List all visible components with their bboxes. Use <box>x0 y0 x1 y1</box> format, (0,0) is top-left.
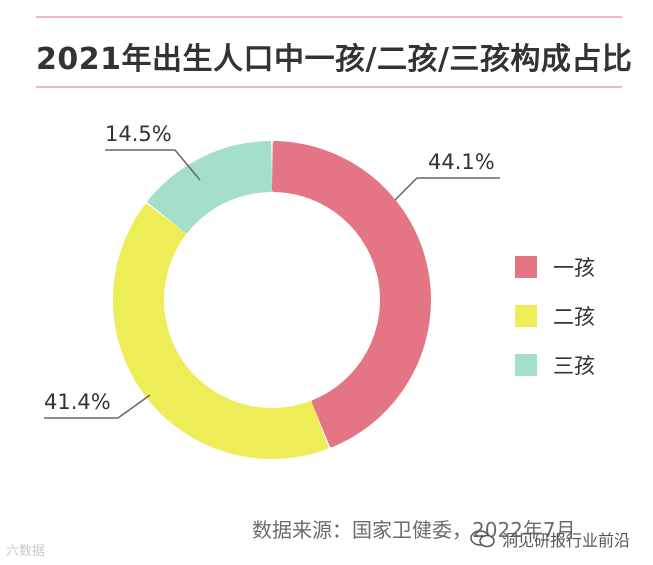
donut-slice-2 <box>113 203 329 459</box>
leader-line-1 <box>394 177 500 201</box>
leader-line-2 <box>44 394 151 419</box>
legend-swatch <box>515 354 537 376</box>
legend-item-third-child: 三孩 <box>515 353 595 378</box>
legend-label: 一孩 <box>553 256 595 280</box>
donut-slice-3 <box>147 141 273 234</box>
chart-title: 2021年出生人口中一孩/二孩/三孩构成占比 <box>36 42 633 77</box>
title-bottom-rule <box>36 86 622 88</box>
title-top-rule <box>36 16 622 18</box>
legend-swatch <box>515 256 537 278</box>
data-label-3: 14.5% <box>105 122 172 146</box>
data-label-2: 41.4% <box>44 390 111 414</box>
data-label-1: 44.1% <box>428 150 495 174</box>
leader-line-3 <box>105 149 201 181</box>
watermark-right-text: 洞见研报行业前沿 <box>502 531 631 550</box>
legend-label: 三孩 <box>553 354 595 378</box>
donut-slice-1 <box>271 141 431 448</box>
watermark-left: 六数据 <box>6 544 46 559</box>
legend-label: 二孩 <box>553 305 595 329</box>
wechat-icon <box>470 530 496 548</box>
data-source-note: 数据来源：国家卫健委，2022年7月 <box>252 518 576 542</box>
legend-item-second-child: 二孩 <box>515 304 595 329</box>
legend: 一孩 二孩 三孩 <box>515 255 595 402</box>
legend-swatch <box>515 305 537 327</box>
legend-item-first-child: 一孩 <box>515 255 595 280</box>
watermark-right: 洞见研报行业前沿 <box>470 527 630 551</box>
